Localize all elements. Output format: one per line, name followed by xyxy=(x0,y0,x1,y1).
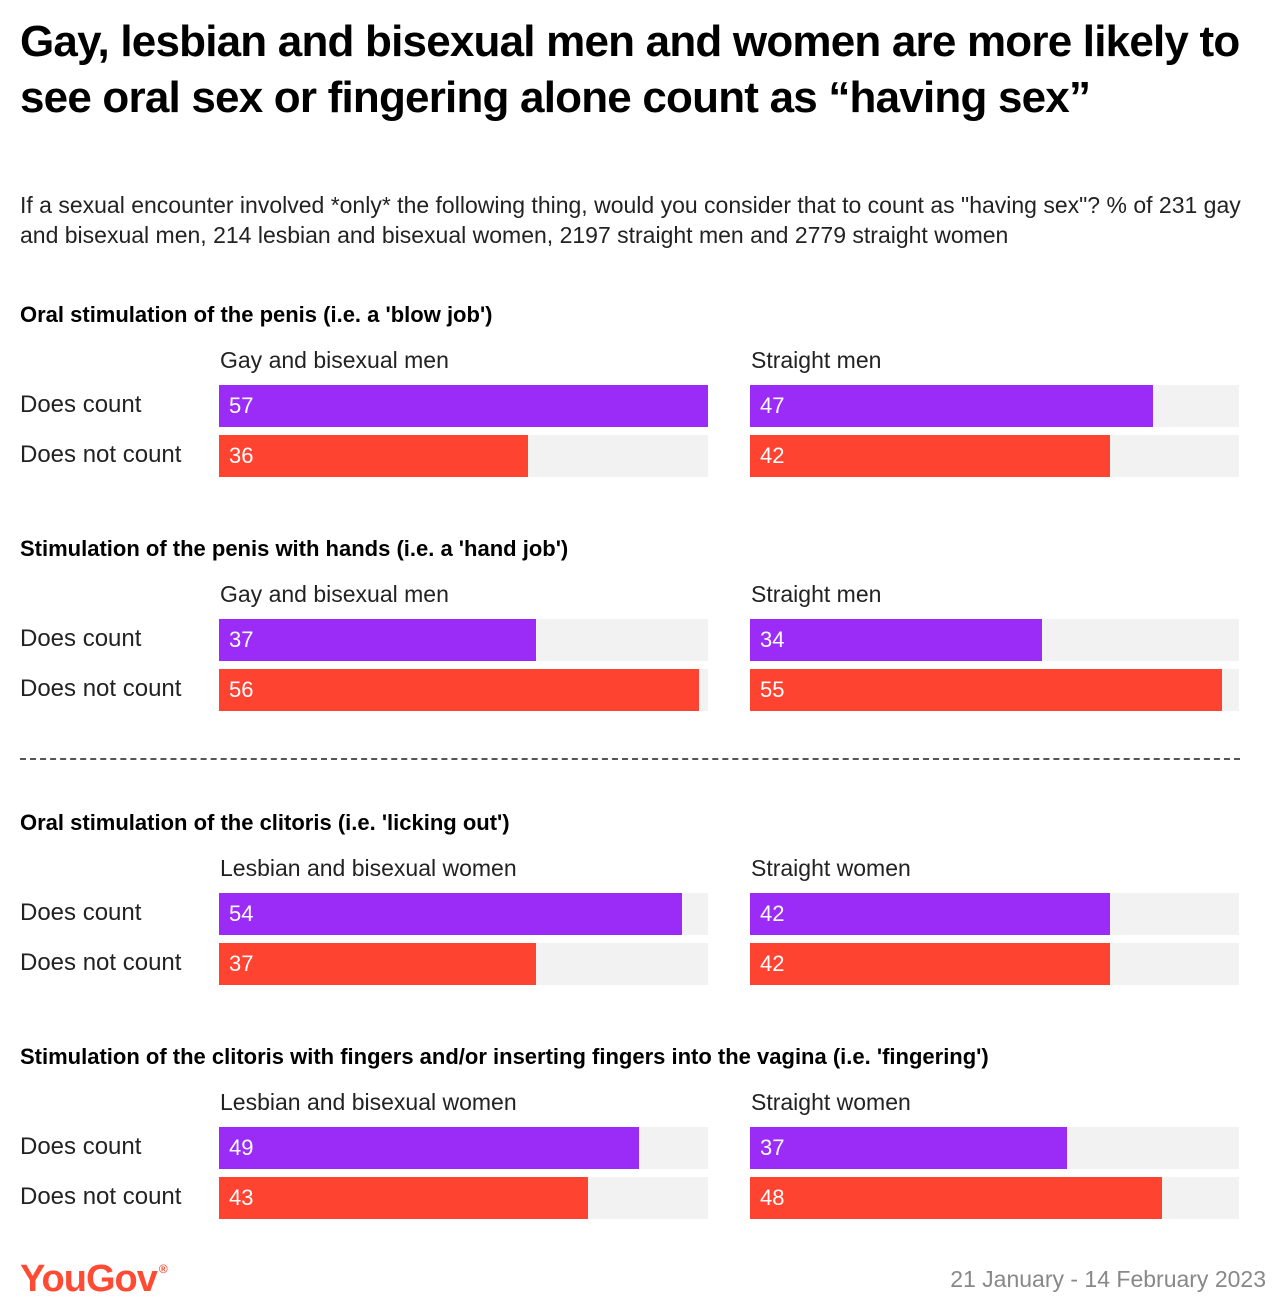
group-title: Gay and bisexual men xyxy=(220,581,449,607)
chart-section: Stimulation of the clitoris with fingers… xyxy=(0,1044,1286,1244)
bar-value-label: 43 xyxy=(229,1185,254,1210)
bar-track: 37 xyxy=(750,1127,1239,1169)
chart-subtitle: If a sexual encounter involved *only* th… xyxy=(20,192,1241,248)
row-label-does-not-count: Does not count xyxy=(20,949,182,976)
yougov-logo: YouGov ® xyxy=(20,1258,168,1301)
row-label-does-not-count: Does not count xyxy=(20,1183,182,1210)
section-title: Oral stimulation of the clitoris (i.e. '… xyxy=(20,810,510,835)
bar-does-not-count: 56 xyxy=(219,669,700,711)
bar-does-count: 47 xyxy=(750,385,1154,427)
row-label-does-not-count: Does not count xyxy=(20,675,182,702)
chart-title: Gay, lesbian and bisexual men and women … xyxy=(20,17,1240,122)
bar-value-label: 37 xyxy=(760,1135,785,1160)
group-title: Straight women xyxy=(751,855,911,881)
bar-value-label: 36 xyxy=(229,443,254,468)
section-title: Stimulation of the penis with hands (i.e… xyxy=(20,536,569,561)
bar-does-not-count: 48 xyxy=(750,1177,1162,1219)
bar-track: 48 xyxy=(750,1177,1239,1219)
bar-track: 56 xyxy=(219,669,708,711)
bar-track: 49 xyxy=(219,1127,708,1169)
row-label-does-not-count: Does not count xyxy=(20,441,182,468)
bar-track: 42 xyxy=(750,435,1239,477)
bar-does-not-count: 42 xyxy=(750,943,1111,985)
bar-value-label: 42 xyxy=(760,901,785,926)
bar-value-label: 42 xyxy=(760,443,785,468)
bar-value-label: 37 xyxy=(229,627,254,652)
bar-track: 57 xyxy=(219,385,708,427)
group-title: Straight men xyxy=(751,347,882,373)
bar-track: 47 xyxy=(750,385,1239,427)
bar-track: 42 xyxy=(750,893,1239,935)
bar-value-label: 54 xyxy=(229,901,254,926)
group-title: Straight men xyxy=(751,581,882,607)
group-title: Straight women xyxy=(751,1089,911,1115)
chart-section: Oral stimulation of the clitoris (i.e. '… xyxy=(0,810,1286,1010)
bar-does-not-count: 36 xyxy=(219,435,528,477)
bar-track: 55 xyxy=(750,669,1239,711)
bar-track: 43 xyxy=(219,1177,708,1219)
bar-does-count: 37 xyxy=(750,1127,1068,1169)
bar-does-not-count: 37 xyxy=(219,943,537,985)
bar-does-count: 42 xyxy=(750,893,1111,935)
row-label-does-count: Does count xyxy=(20,1133,142,1160)
logo-mark: ® xyxy=(158,1262,168,1276)
row-label-does-count: Does count xyxy=(20,899,142,926)
section-divider xyxy=(20,758,1240,760)
bar-does-count: 54 xyxy=(219,893,683,935)
bar-value-label: 56 xyxy=(229,677,254,702)
bar-track: 54 xyxy=(219,893,708,935)
row-label-does-count: Does count xyxy=(20,391,142,418)
bar-does-count: 57 xyxy=(219,385,708,427)
bar-value-label: 57 xyxy=(229,393,254,418)
bar-value-label: 55 xyxy=(760,677,785,702)
bar-value-label: 42 xyxy=(760,951,785,976)
bar-does-count: 37 xyxy=(219,619,537,661)
bar-does-count: 34 xyxy=(750,619,1042,661)
bar-value-label: 49 xyxy=(229,1135,254,1160)
group-title: Lesbian and bisexual women xyxy=(220,855,517,881)
section-title: Oral stimulation of the penis (i.e. a 'b… xyxy=(20,302,493,327)
section-title: Stimulation of the clitoris with fingers… xyxy=(20,1044,989,1069)
bar-track: 42 xyxy=(750,943,1239,985)
bar-does-count: 49 xyxy=(219,1127,640,1169)
bar-track: 36 xyxy=(219,435,708,477)
bar-track: 37 xyxy=(219,619,708,661)
bar-does-not-count: 42 xyxy=(750,435,1111,477)
bar-value-label: 47 xyxy=(760,393,785,418)
bar-does-not-count: 43 xyxy=(219,1177,588,1219)
chart-section: Stimulation of the penis with hands (i.e… xyxy=(0,536,1286,736)
bar-track: 37 xyxy=(219,943,708,985)
bar-value-label: 34 xyxy=(760,627,785,652)
group-title: Gay and bisexual men xyxy=(220,347,449,373)
group-title: Lesbian and bisexual women xyxy=(220,1089,517,1115)
logo-text: YouGov xyxy=(20,1258,158,1300)
row-label-does-count: Does count xyxy=(20,625,142,652)
bar-value-label: 48 xyxy=(760,1185,785,1210)
fieldwork-date: 21 January - 14 February 2023 xyxy=(950,1266,1266,1292)
bar-does-not-count: 55 xyxy=(750,669,1222,711)
chart-section: Oral stimulation of the penis (i.e. a 'b… xyxy=(0,302,1286,502)
bar-track: 34 xyxy=(750,619,1239,661)
bar-value-label: 37 xyxy=(229,951,254,976)
